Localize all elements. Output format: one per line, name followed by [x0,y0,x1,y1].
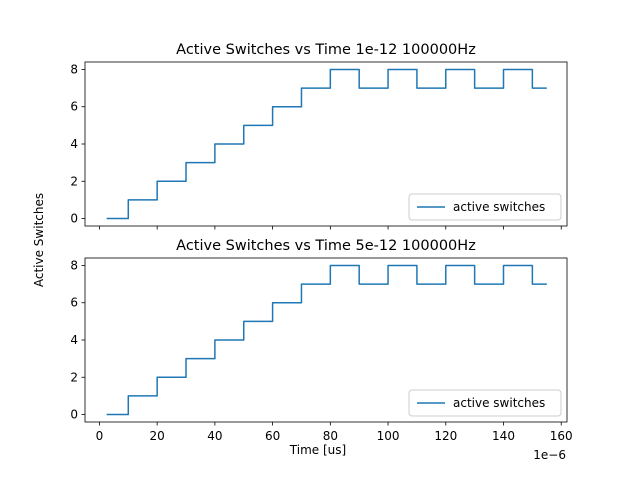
y-tick-label: 2 [70,174,78,188]
x-tick-label: 20 [150,429,165,443]
legend-box [408,389,562,417]
x-axis-label: Time [us] [289,443,346,457]
y-tick-label: 4 [70,333,78,347]
y-tick-label: 0 [70,212,78,226]
series-line-active-switches [106,68,547,220]
x-axis-offset-text: 1e−6 [533,448,566,462]
x-tick-label: 0 [96,429,104,443]
y-tick-label: 8 [70,258,78,272]
legend-label: active switches [453,396,545,410]
y-tick-label: 0 [70,408,78,422]
legend-label: active switches [453,200,545,214]
x-tick-label: 80 [323,429,338,443]
x-tick-label: 140 [492,429,515,443]
x-tick-label: 100 [377,429,400,443]
x-tick-label: 160 [550,429,573,443]
series-line-active-switches [106,264,547,416]
axes-top: Active Switches vs Time 1e-12 100000Hz 0 2… [70,42,568,230]
y-tick-label: 2 [70,370,78,384]
x-tick-label: 120 [434,429,457,443]
chart-title: Active Switches vs Time 5e-12 100000Hz [176,238,476,254]
x-tick-label: 60 [265,429,280,443]
y-tick-label: 4 [70,137,78,151]
y-tick-label: 8 [70,62,78,76]
y-tick-label: 6 [70,296,78,310]
x-tick-label: 40 [207,429,222,443]
legend-box [408,193,562,221]
axes-bottom: Active Switches vs Time 5e-12 100000Hz 0 2… [70,238,572,443]
y-tick-label: 6 [70,100,78,114]
figure-y-label: Active Switches [32,193,46,287]
chart-title: Active Switches vs Time 1e-12 100000Hz [176,42,476,58]
